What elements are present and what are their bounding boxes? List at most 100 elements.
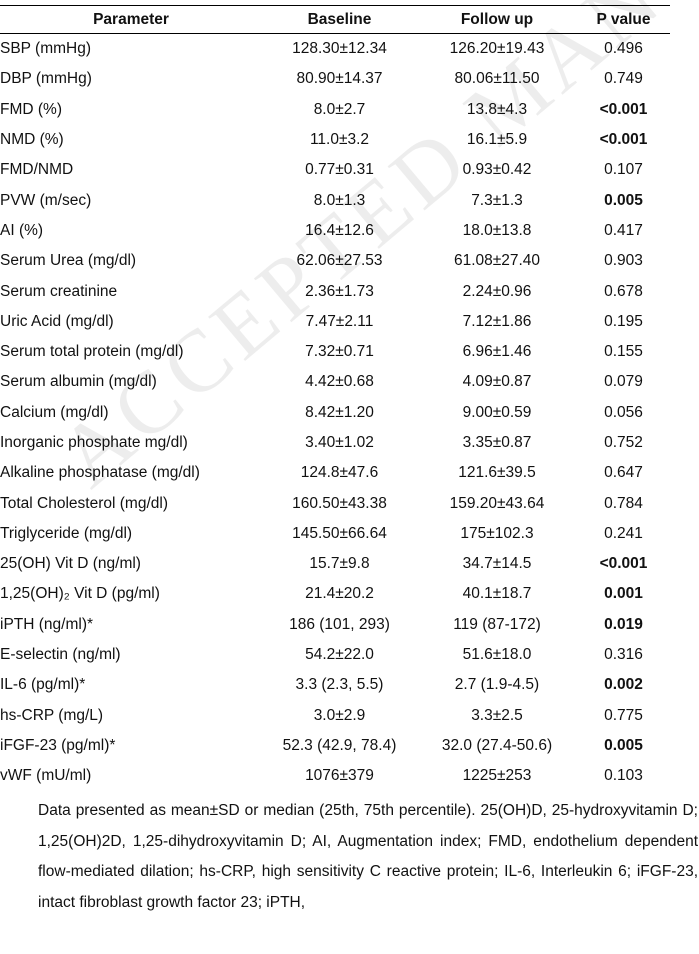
parameter-cell: Calcium (mg/dl) [0,403,109,421]
p-value-cell: 0.752 [604,434,643,451]
table-row: vWF (mU/ml) 1076±379 1225±253 0.103 [0,761,670,791]
table-row: FMD (%) 8.0±2.7 13.8±4.3 <0.001 [0,95,670,125]
follow-up-cell: 13.8±4.3 [466,100,528,118]
p-value-cell: 0.241 [604,524,643,542]
baseline-cell: 54.2±22.0 [305,646,374,664]
follow-up-cell: 3.3±2.5 [471,706,523,724]
p-value-cell: 0.316 [604,646,643,664]
table-row: SBP (mmHg) 128.30±12.34 126.20±19.43 0.496 [0,34,670,65]
parameter-cell: Inorganic phosphate mg/dl) [0,434,188,451]
parameter-cell: Serum total protein (mg/dl) [0,343,184,361]
parameter-cell: 25(OH) Vit D (ng/ml) [0,555,141,573]
table-row: iPTH (ng/ml)* 186 (101, 293) 119 (87-172) 0… [0,610,670,640]
p-value-cell: 0.005 [604,191,643,209]
baseline-cell: 8.0±1.3 [313,191,366,209]
p-value-cell: 0.107 [604,161,643,179]
baseline-cell: 7.32±0.71 [305,343,374,361]
follow-up-cell: 121.6±39.5 [458,464,536,482]
follow-up-cell: 9.00±0.59 [462,403,532,421]
header-p-value: P value [596,10,651,28]
table-row: Alkaline phosphatase (mg/dl) 124.8±47.6 12… [0,458,670,488]
follow-up-cell: 51.6±18.0 [462,646,532,664]
baseline-cell: 52.3 (42.9, 78.4) [282,736,397,754]
header-baseline: Baseline [307,10,372,28]
p-value-cell: 0.103 [604,767,643,785]
table-row: E-selectin (ng/ml) 54.2±22.0 51.6±18.0 0.31… [0,640,670,670]
table-row: Uric Acid (mg/dl) 7.47±2.11 7.12±1.86 0.195 [0,307,670,337]
table-row: AI (%) 16.4±12.6 18.0±13.8 0.417 [0,216,670,246]
p-value-cell: 0.005 [604,736,643,754]
follow-up-cell: 34.7±14.5 [462,555,532,573]
table-row: Serum albumin (mg/dl) 4.42±0.68 4.09±0.87 0… [0,367,670,397]
p-value-cell: 0.002 [604,676,643,694]
p-value-cell: 0.775 [604,706,643,724]
follow-up-cell: 40.1±18.7 [462,585,532,603]
baseline-cell: 62.06±27.53 [296,252,383,270]
baseline-cell: 128.30±12.34 [292,40,387,58]
baseline-cell: 124.8±47.6 [300,464,379,482]
table-row: 25(OH) Vit D (ng/ml) 15.7±9.8 34.7±14.5 <0.… [0,549,670,579]
table-row: IL-6 (pg/ml)* 3.3 (2.3, 5.5) 2.7 (1.9-4.5)… [0,670,670,700]
p-value-cell: 0.647 [604,464,643,482]
table-row: NMD (%) 11.0±3.2 16.1±5.9 <0.001 [0,125,670,155]
p-value-cell: 0.019 [604,615,643,633]
p-value-cell: 0.195 [604,312,643,330]
parameter-cell: Serum albumin (mg/dl) [0,373,157,391]
follow-up-cell: 4.09±0.87 [462,373,532,391]
baseline-cell: 15.7±9.8 [309,555,370,573]
baseline-cell: 1076±379 [305,767,374,785]
table-row: Serum creatinine 2.36±1.73 2.24±0.96 0.678 [0,276,670,306]
follow-up-cell: 32.0 (27.4-50.6) [441,736,553,754]
header-parameter: Parameter [93,10,169,28]
parameter-cell: E-selectin (ng/ml) [0,646,121,664]
parameter-cell: Alkaline phosphatase (mg/dl) [0,464,200,482]
parameter-cell: FMD (%) [0,100,62,118]
follow-up-cell: 175±102.3 [460,524,534,542]
table-row: Serum total protein (mg/dl) 7.32±0.71 6.96… [0,337,670,367]
table-row: Triglyceride (mg/dl) 145.50±66.64 175±102.… [0,519,670,549]
baseline-cell: 80.90±14.37 [296,70,383,88]
table-row: Inorganic phosphate mg/dl) 3.40±1.02 3.35±… [0,428,670,458]
parameter-cell: iFGF-23 (pg/ml)* [0,736,116,754]
parameter-cell: vWF (mU/ml) [0,767,92,785]
p-value-cell: 0.001 [604,585,643,603]
follow-up-cell: 159.20±43.64 [449,494,545,512]
parameter-cell: 1,25(OH)₂ Vit D (pg/ml) [0,585,160,603]
baseline-cell: 0.77±0.31 [305,161,374,179]
table-row: PVW (m/sec) 8.0±1.3 7.3±1.3 0.005 [0,185,670,215]
parameter-cell: iPTH (ng/ml)* [0,615,94,633]
follow-up-cell: 119 (87-172) [453,615,541,633]
follow-up-cell: 61.08±27.40 [453,252,541,270]
parameter-cell: PVW (m/sec) [0,191,92,209]
follow-up-cell: 0.93±0.42 [462,161,532,179]
results-table: Parameter Baseline Follow up P value SBP… [0,5,670,791]
follow-up-cell: 126.20±19.43 [449,40,545,58]
p-value-cell: 0.417 [604,221,643,239]
p-value-cell: 0.056 [604,403,643,421]
parameter-cell: FMD/NMD [0,161,74,179]
table-header-row: Parameter Baseline Follow up P value [0,5,670,34]
parameter-cell: hs-CRP (mg/L) [0,706,104,724]
header-follow-up: Follow up [460,10,534,28]
baseline-cell: 8.0±2.7 [313,100,366,118]
baseline-cell: 3.40±1.02 [305,434,374,451]
follow-up-cell: 7.3±1.3 [471,191,523,209]
parameter-cell: NMD (%) [0,131,64,149]
parameter-cell: DBP (mmHg) [0,70,92,88]
table-row: Calcium (mg/dl) 8.42±1.20 9.00±0.59 0.056 [0,398,670,428]
follow-up-cell: 2.24±0.96 [462,282,532,300]
baseline-cell: 3.0±2.9 [313,706,366,724]
parameter-cell: Total Cholesterol (mg/dl) [0,494,168,512]
follow-up-cell: 6.96±1.46 [462,343,532,361]
parameter-cell: IL-6 (pg/ml)* [0,676,86,694]
parameter-cell: Serum Urea (mg/dl) [0,252,137,270]
baseline-cell: 7.47±2.11 [305,312,374,330]
table-row: 1,25(OH)₂ Vit D (pg/ml) 21.4±20.2 40.1±18.… [0,579,670,609]
baseline-cell: 8.42±1.20 [305,403,374,421]
p-value-cell: 0.155 [604,343,643,361]
table-body: SBP (mmHg) 128.30±12.34 126.20±19.43 0.496 D… [0,34,670,792]
baseline-cell: 4.42±0.68 [305,373,374,391]
table-row: DBP (mmHg) 80.90±14.37 80.06±11.50 0.749 [0,64,670,94]
p-value-cell: <0.001 [599,555,648,573]
p-value-cell: <0.001 [599,100,648,118]
